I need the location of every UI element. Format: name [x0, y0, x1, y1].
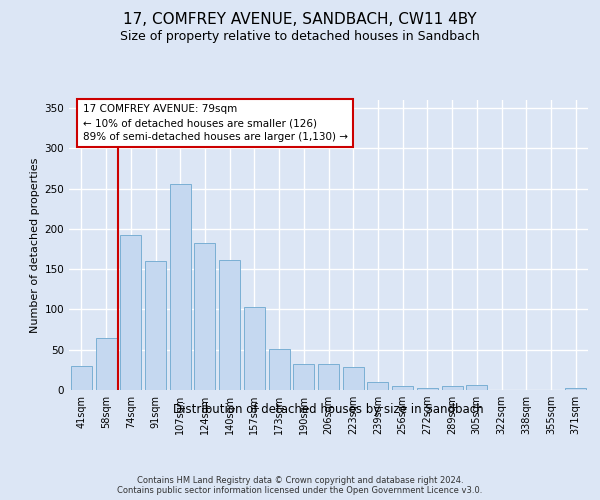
Bar	[565, 388, 586, 390]
Bar	[170, 184, 191, 390]
Text: Distribution of detached houses by size in Sandbach: Distribution of detached houses by size …	[173, 402, 484, 415]
Bar	[417, 388, 438, 390]
Y-axis label: Number of detached properties: Number of detached properties	[30, 158, 40, 332]
Text: Size of property relative to detached houses in Sandbach: Size of property relative to detached ho…	[120, 30, 480, 43]
Bar	[466, 385, 487, 390]
Bar	[367, 382, 388, 390]
Bar	[219, 260, 240, 390]
Bar	[194, 242, 215, 390]
Bar	[343, 366, 364, 390]
Bar	[269, 349, 290, 390]
Text: 17 COMFREY AVENUE: 79sqm
← 10% of detached houses are smaller (126)
89% of semi-: 17 COMFREY AVENUE: 79sqm ← 10% of detach…	[83, 104, 347, 142]
Bar	[293, 364, 314, 390]
Bar	[318, 364, 339, 390]
Bar	[95, 338, 116, 390]
Bar	[71, 366, 92, 390]
Text: 17, COMFREY AVENUE, SANDBACH, CW11 4BY: 17, COMFREY AVENUE, SANDBACH, CW11 4BY	[123, 12, 477, 28]
Bar	[145, 261, 166, 390]
Bar	[392, 386, 413, 390]
Bar	[120, 234, 141, 390]
Text: Contains HM Land Registry data © Crown copyright and database right 2024.
Contai: Contains HM Land Registry data © Crown c…	[118, 476, 482, 495]
Bar	[442, 386, 463, 390]
Bar	[244, 307, 265, 390]
